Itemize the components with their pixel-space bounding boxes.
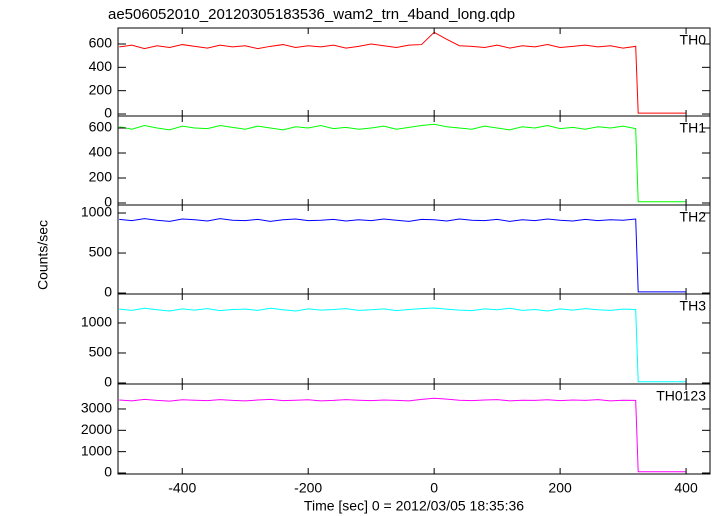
x-tick-label: -200	[294, 480, 322, 496]
x-tick-label: -400	[168, 480, 196, 496]
light-curve	[119, 218, 687, 293]
y-tick-label: 1000	[81, 442, 112, 458]
y-tick-label: 1000	[81, 204, 112, 220]
panel-frame	[117, 115, 711, 206]
y-tick-label: 2000	[81, 421, 112, 437]
y-tick-label: 0	[104, 284, 112, 300]
y-tick-label: 0	[104, 105, 112, 121]
light-curve	[119, 31, 687, 114]
y-tick-label: 200	[89, 81, 113, 97]
y-tick-label: 600	[89, 119, 113, 135]
y-tick-label: 1000	[81, 314, 112, 330]
y-tick-label: 0	[104, 464, 112, 480]
y-tick-label: 600	[89, 35, 113, 51]
light-curve	[119, 123, 687, 203]
x-tick-label: 0	[430, 480, 438, 496]
y-tick-label: 0	[104, 194, 112, 210]
x-axis-label: Time [sec] 0 = 2012/03/05 18:35:36	[304, 498, 524, 514]
y-tick-label: 3000	[81, 400, 112, 416]
panel-label: TH0123	[656, 388, 706, 404]
panel-frame	[117, 293, 711, 385]
y-tick-label: 0	[104, 374, 112, 390]
chart-title: ae506052010_20120305183536_wam2_trn_4ban…	[108, 6, 515, 23]
panel-label: TH2	[680, 209, 707, 225]
y-tick-label: 400	[89, 144, 113, 160]
panel-frame	[117, 383, 711, 475]
light-curve	[119, 397, 687, 473]
panel-frame	[117, 27, 711, 117]
y-tick-label: 400	[89, 58, 113, 74]
light-curve	[119, 307, 687, 383]
panel-label: TH0	[680, 32, 707, 48]
panel-label: TH1	[680, 120, 707, 136]
x-tick-label: 400	[674, 480, 698, 496]
y-tick-label: 500	[89, 244, 113, 260]
panel-label: TH3	[680, 298, 707, 314]
y-tick-label: 200	[89, 169, 113, 185]
x-tick-label: 200	[548, 480, 572, 496]
y-axis-label: Counts/sec	[35, 220, 51, 290]
y-tick-label: 500	[89, 344, 113, 360]
panel-frame	[117, 204, 711, 295]
